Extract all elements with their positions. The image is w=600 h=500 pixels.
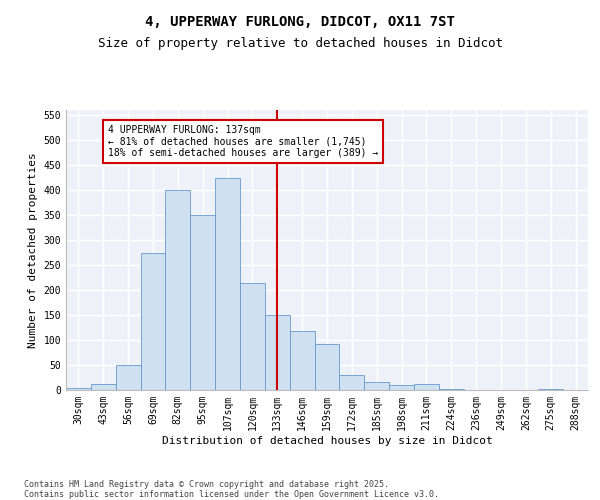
Text: 4, UPPERWAY FURLONG, DIDCOT, OX11 7ST: 4, UPPERWAY FURLONG, DIDCOT, OX11 7ST	[145, 15, 455, 29]
Text: Size of property relative to detached houses in Didcot: Size of property relative to detached ho…	[97, 38, 503, 51]
Bar	[66, 388, 91, 390]
X-axis label: Distribution of detached houses by size in Didcot: Distribution of detached houses by size …	[161, 436, 493, 446]
Bar	[116, 365, 140, 390]
Bar	[439, 388, 464, 390]
Bar	[364, 382, 389, 390]
Bar	[166, 190, 190, 390]
Bar	[290, 331, 314, 390]
Bar	[215, 178, 240, 390]
Bar	[414, 384, 439, 390]
Bar	[190, 215, 215, 390]
Bar	[389, 385, 414, 390]
Bar	[340, 375, 364, 390]
Bar	[538, 389, 563, 390]
Bar	[265, 315, 290, 390]
Text: 4 UPPERWAY FURLONG: 137sqm
← 81% of detached houses are smaller (1,745)
18% of s: 4 UPPERWAY FURLONG: 137sqm ← 81% of deta…	[108, 125, 379, 158]
Bar	[140, 252, 166, 390]
Bar	[91, 384, 116, 390]
Y-axis label: Number of detached properties: Number of detached properties	[28, 152, 38, 348]
Text: Contains HM Land Registry data © Crown copyright and database right 2025.
Contai: Contains HM Land Registry data © Crown c…	[24, 480, 439, 499]
Bar	[240, 282, 265, 390]
Bar	[314, 344, 340, 390]
